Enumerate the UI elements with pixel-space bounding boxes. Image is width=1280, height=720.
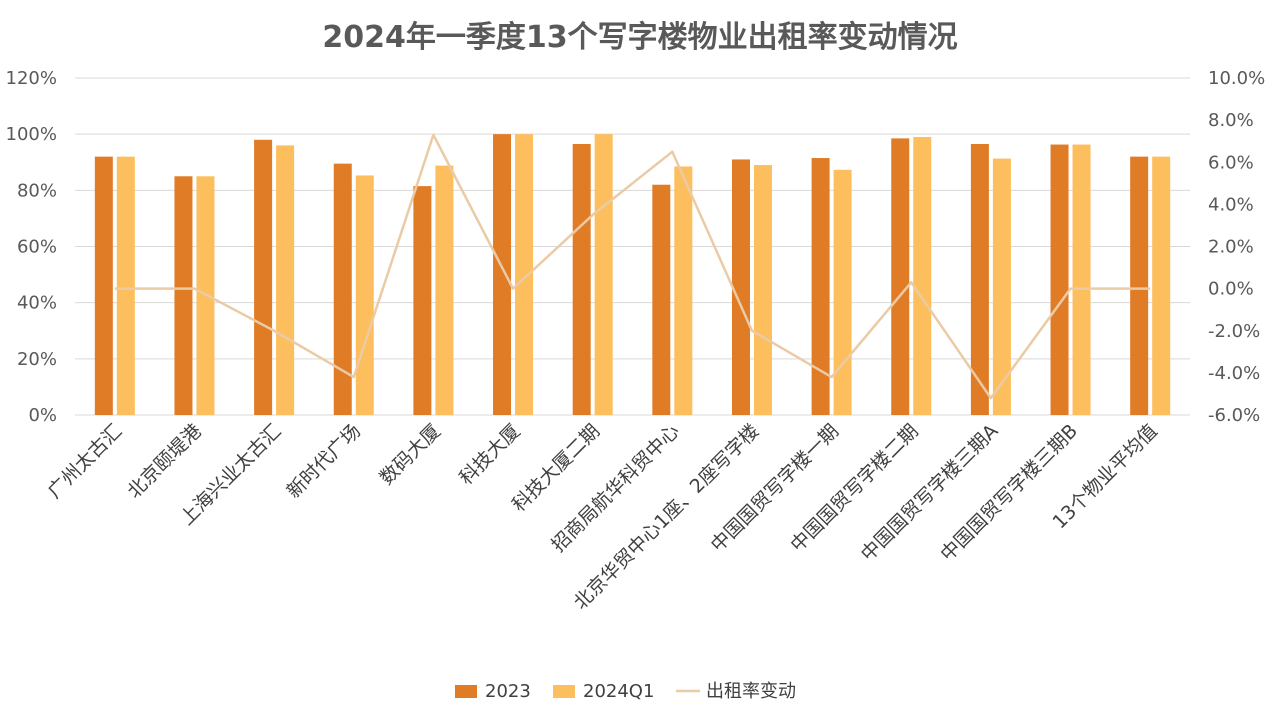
x-category-label: 中国国贸写字楼三期A [857, 420, 1003, 566]
bar-2024Q1 [753, 165, 772, 415]
x-category-label: 新时代广场 [283, 420, 366, 503]
legend-label: 2023 [485, 681, 531, 702]
legend-swatch [553, 685, 575, 698]
bar-2024Q1 [674, 166, 693, 415]
bar-2023 [891, 138, 910, 416]
line-series [114, 133, 1151, 400]
bar-2023 [572, 143, 591, 415]
bar-2023 [1130, 156, 1149, 415]
bar-2023 [333, 163, 352, 415]
y-right-tick-label: 8.0% [1208, 110, 1254, 131]
bar-2023 [94, 156, 113, 415]
y-left-tick-label: 60% [17, 237, 57, 258]
x-category-label: 北京颐堤港 [123, 420, 206, 503]
bar-2023 [731, 159, 750, 415]
bar-2023 [811, 158, 830, 415]
bar-2024Q1 [515, 134, 534, 415]
y-right-tick-label: -4.0% [1208, 363, 1260, 384]
bar-2023 [413, 186, 432, 415]
line-出租率变动 [114, 133, 1151, 400]
y-left-tick-label: 40% [17, 293, 57, 314]
x-category-label: 科技大厦 [455, 420, 524, 489]
bar-series [94, 134, 1171, 416]
y-right-tick-label: 10.0% [1208, 68, 1265, 89]
x-category-label: 广州太古汇 [44, 420, 127, 503]
bar-2024Q1 [276, 145, 295, 415]
legend-label: 2024Q1 [583, 681, 654, 702]
bar-2023 [254, 139, 273, 416]
y-left-tick-label: 100% [6, 124, 57, 145]
bar-2024Q1 [594, 134, 613, 415]
bar-2024Q1 [833, 169, 852, 415]
bar-2023 [970, 143, 989, 415]
bar-2023 [493, 134, 512, 415]
legend: 2023 2024Q1 出租率变动 [455, 681, 796, 702]
y-right-tick-label: 0.0% [1208, 279, 1254, 300]
y-left-tick-label: 0% [28, 405, 57, 426]
y-left-tick-label: 80% [17, 180, 57, 201]
chart-title: 2024年一季度13个写字楼物业出租率变动情况 [322, 20, 957, 55]
bar-2024Q1 [116, 156, 135, 415]
bar-2024Q1 [1072, 144, 1091, 415]
bar-2024Q1 [992, 158, 1011, 415]
bar-2024Q1 [435, 165, 454, 415]
bar-2024Q1 [355, 175, 374, 415]
bar-2023 [652, 184, 671, 415]
bar-2024Q1 [913, 136, 932, 415]
y-left-tick-label: 20% [17, 349, 57, 370]
legend-swatch [455, 685, 477, 698]
bar-2024Q1 [1152, 156, 1171, 415]
y-right-tick-label: -6.0% [1208, 405, 1260, 426]
y-axis-right: -6.0% -4.0% -2.0% 0.0% 2.0% 4.0% 6.0% 8.0% 10.0% [1208, 68, 1265, 426]
y-right-tick-label: 4.0% [1208, 194, 1254, 215]
bar-2023 [1050, 144, 1069, 415]
gridlines [75, 77, 1190, 416]
legend-label: 出租率变动 [706, 681, 796, 702]
bar-2023 [174, 176, 193, 415]
x-category-label: 数码大厦 [376, 420, 445, 489]
x-category-label: 中国国贸写字楼三期B [936, 420, 1082, 566]
y-right-tick-label: -2.0% [1208, 321, 1260, 342]
y-left-tick-label: 120% [6, 68, 57, 89]
y-axis-left: 0% 20% 40% 60% 80% 100% 120% [6, 68, 57, 426]
y-right-tick-label: 6.0% [1208, 152, 1254, 173]
y-right-tick-label: 2.0% [1208, 237, 1254, 258]
